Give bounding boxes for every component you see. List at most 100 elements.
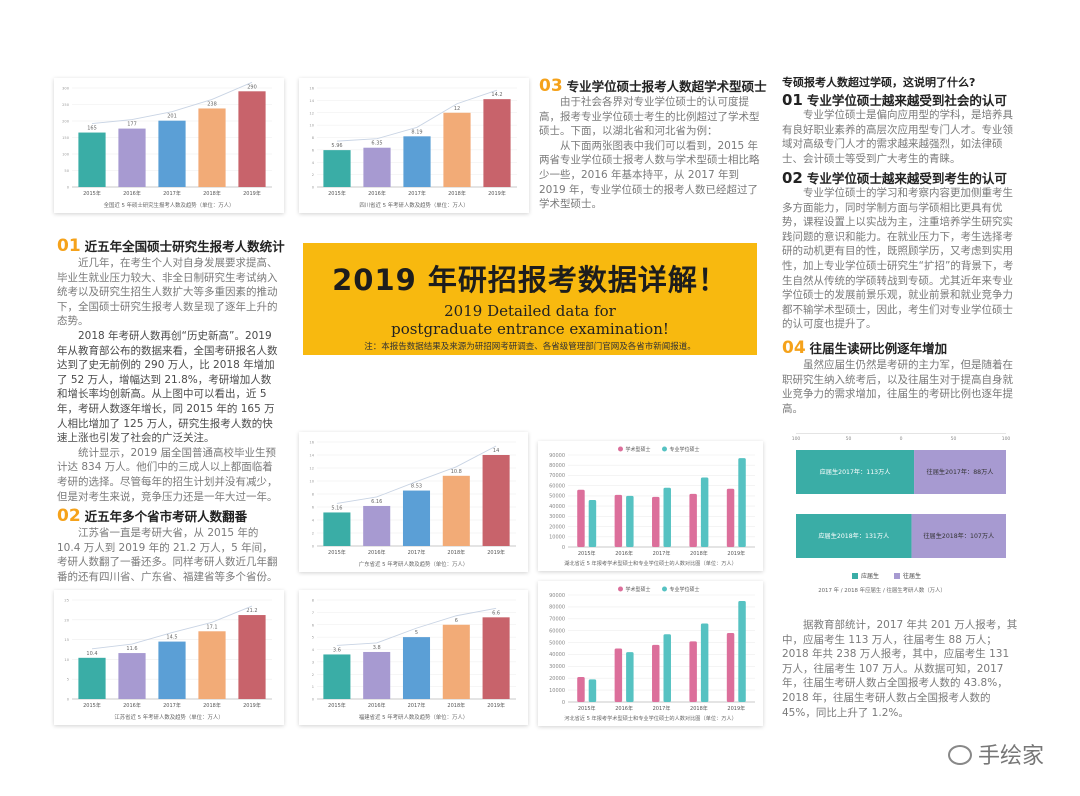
right-01-heading: 01 专业学位硕士越来越受到社会的认可 <box>782 90 1007 109</box>
banner: 2019 年研招报考数据详解！ 2019 Detailed data for p… <box>303 243 757 355</box>
x-tick-label: 2015年 <box>328 702 346 709</box>
chart-card-hubei: 0 10000 20000 30000 40000 50000 60000 70000 8000… <box>538 441 763 571</box>
section-number: 02 <box>782 169 803 187</box>
x-tick-label: 2018年 <box>448 190 466 197</box>
legend-swatch <box>618 586 623 592</box>
y-tick-label: 8 <box>312 493 315 497</box>
data-label: 10.8 <box>451 469 462 475</box>
chart-guangdong: 0 2 4 6 8 10 12 14 16 5.16 2015年 6.16 2016年 8.53 2017年… <box>309 441 516 568</box>
right-column-heading: 专硕报考人数超过学硕，这说明了什么? <box>782 76 976 89</box>
banner-note: 注：本报告数据结果及来源为研招网考研调查、各省级管理部门官网及各省市新闻报道。 <box>364 342 696 352</box>
data-label: 3.8 <box>373 645 381 651</box>
y-tick-label: 80000 <box>549 463 565 469</box>
chart-jiangsu: 0 5 10 15 20 25 10.4 2015年 11.6 2016年 14.5 2017年 17.… <box>64 599 272 721</box>
x-tick-label: 2016年 <box>615 550 633 557</box>
bar-2018年 <box>442 475 470 546</box>
y-tick-label: 1 <box>312 685 314 689</box>
data-label: 11.6 <box>126 646 137 652</box>
section-number: 04 <box>782 338 806 358</box>
bar-2018年 <box>443 112 471 187</box>
y-tick-label: 20000 <box>549 524 565 530</box>
x-tick-label: 2018年 <box>690 550 708 557</box>
data-label: 5.16 <box>331 505 342 511</box>
chart-fujian: 0 1 2 3 4 5 6 7 8 3.6 2015年 3.8 2016年 5 2017年 6 2018年 6.6… <box>312 599 516 721</box>
bar-专业学位硕士-2015年 <box>588 499 597 547</box>
legend-label: 学术型硕士 <box>626 586 651 593</box>
x-tick-label: 2018年 <box>203 190 221 197</box>
chart-title: 全国近 5 年硕士研究生报考人数及趋势（单位：万人） <box>104 201 235 209</box>
x-tick-label: 2019年 <box>727 550 745 557</box>
x-tick-label: 2015年 <box>83 702 101 709</box>
legend-swatch <box>662 446 667 452</box>
bar-2017年 <box>158 641 186 699</box>
bar-2019年 <box>482 617 510 699</box>
bar-学术型硕士-2015年 <box>577 489 585 547</box>
bar-2017年 <box>402 637 431 699</box>
y-tick-label: 0 <box>312 545 315 549</box>
x-tick-label: 2017年 <box>408 702 426 709</box>
bar-专业学位硕士-2018年 <box>700 477 709 547</box>
y-tick-label: 90000 <box>549 453 565 459</box>
paragraph: 据教育部统计，2017 年共 201 万人报考，其中，应届考生 113 万人，往… <box>782 619 1018 719</box>
chart-card-fujian: 0 1 2 3 4 5 6 7 8 3.6 2015年 3.8 2016年 5 2017年 6 2018年 6.6… <box>299 590 528 725</box>
paragraph: 近几年，在考生个人对自身发展要求提高、毕业生就业压力较大、非全日制研究生考试纳入… <box>57 257 278 328</box>
bar-专业学位硕士-2017年 <box>663 487 671 547</box>
chart-title: 河北省近 5 年报考学术型硕士和专业学位硕士的人数对比图（单位：万人） <box>564 714 737 722</box>
bar-2015年 <box>323 150 351 187</box>
bar-2015年 <box>78 657 106 699</box>
data-label: 14.2 <box>491 92 502 98</box>
y-tick-label: 40000 <box>549 652 565 658</box>
legend-swatch <box>894 573 900 579</box>
y-tick-label: 40000 <box>549 504 565 510</box>
data-label: 165 <box>87 126 97 132</box>
legend-label: 专业学位硕士 <box>670 446 700 453</box>
prior-label: 往届生2018年：107万人 <box>923 532 994 540</box>
y-tick-label: 0 <box>67 186 70 190</box>
x-tick-label: 2019年 <box>487 549 505 556</box>
bar-fresh <box>796 514 912 558</box>
bar-2019年 <box>483 99 511 187</box>
data-label: 12 <box>454 106 460 112</box>
bar-专业学位硕士-2019年 <box>738 600 746 702</box>
data-label: 5.96 <box>331 143 342 149</box>
data-label: 6 <box>455 618 458 624</box>
bar-专业学位硕士-2015年 <box>588 679 597 702</box>
right-04-heading: 04 往届生读研比例逐年增加 <box>782 338 947 358</box>
y-tick-label: 6 <box>312 148 315 152</box>
y-tick-label: 10 <box>64 658 69 662</box>
bar-2018年 <box>442 624 470 699</box>
data-label: 6.16 <box>371 499 382 505</box>
bar-学术型硕士-2018年 <box>689 493 697 547</box>
x-tick-label: 2016年 <box>123 190 141 197</box>
bar-专业学位硕士-2019年 <box>738 458 746 547</box>
y-tick-label: 50 <box>64 169 69 173</box>
x-tick-label: 2018年 <box>447 549 465 556</box>
bar-2019年 <box>482 455 510 546</box>
fresh-label: 应届生2018年：131万人 <box>818 532 889 540</box>
bar-2016年 <box>118 128 146 187</box>
bar-2017年 <box>403 136 431 187</box>
y-tick-label: 200 <box>62 120 70 124</box>
bar-2018年 <box>198 108 226 187</box>
y-tick-label: 8 <box>312 136 315 140</box>
legend-label: 专业学位硕士 <box>670 586 700 593</box>
trend-line <box>336 89 498 142</box>
chart-card-guangdong: 0 2 4 6 8 10 12 14 16 5.16 2015年 6.16 2016年 8.53 2017年… <box>299 432 528 572</box>
right-02-body: 专业学位硕士的学习和考察内容更加侧重考生多方面能力，同时学制方面与学硕相比更具有… <box>782 186 1020 332</box>
data-label: 201 <box>167 114 177 120</box>
y-tick-label: 50000 <box>549 640 565 646</box>
section-title: 专业学位硕士报考人数超学术型硕士 <box>566 79 767 94</box>
data-label: 8.53 <box>411 484 422 490</box>
right-04-body: 虽然应届生仍然是考研的主力军，但是随着在职研究生纳入统考后，以及往届生对于提高自… <box>782 358 1020 416</box>
y-tick-label: 10 <box>309 124 314 128</box>
right-02-heading: 02 专业学位硕士越来越受到考生的认可 <box>782 168 1007 187</box>
bar-学术型硕士-2016年 <box>614 494 623 547</box>
section-02-body: 江苏省一直是考研大省，从 2015 年的 10.4 万人到 2019 年的 21… <box>57 526 281 584</box>
y-tick-label: 4 <box>312 161 315 165</box>
y-tick-label: 60000 <box>549 628 565 634</box>
bar-2017年 <box>158 120 186 187</box>
section-number: 02 <box>57 506 81 526</box>
paragraph: 专业学位硕士是偏向应用型的学科，是培养具有良好职业素养的高层次应用型专门人才。专… <box>782 109 1013 165</box>
section-title: 近五年全国硕士研究生报考人数统计 <box>84 239 285 254</box>
y-tick-label: 2 <box>312 173 314 177</box>
